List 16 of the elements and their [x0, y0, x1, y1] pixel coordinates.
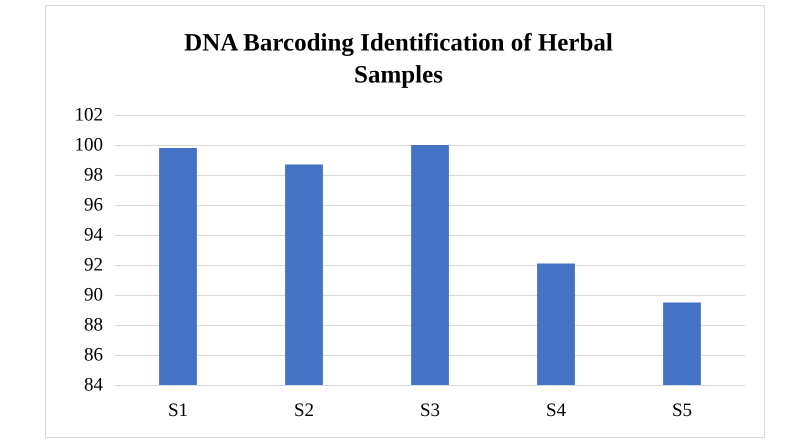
y-tick-label: 84 [84, 374, 104, 396]
chart-title: DNA Barcoding Identification of Herbal Samples [184, 30, 613, 88]
x-tick-label: S1 [168, 400, 188, 421]
x-tick-label: S5 [672, 400, 692, 421]
x-tick-label: S3 [420, 400, 440, 421]
y-tick-label: 102 [74, 104, 103, 126]
y-tick-label: 98 [84, 164, 103, 186]
y-tick-label: 86 [84, 344, 103, 366]
y-tick-label: 100 [74, 134, 103, 156]
y-tick-label: 94 [84, 224, 104, 246]
y-tick-label: 96 [84, 194, 103, 216]
y-tick-label: 90 [84, 284, 103, 306]
x-tick-label: S4 [546, 400, 567, 421]
y-tick-label: 88 [84, 314, 103, 336]
y-tick-label: 92 [84, 254, 103, 276]
x-tick-label: S2 [294, 400, 314, 421]
